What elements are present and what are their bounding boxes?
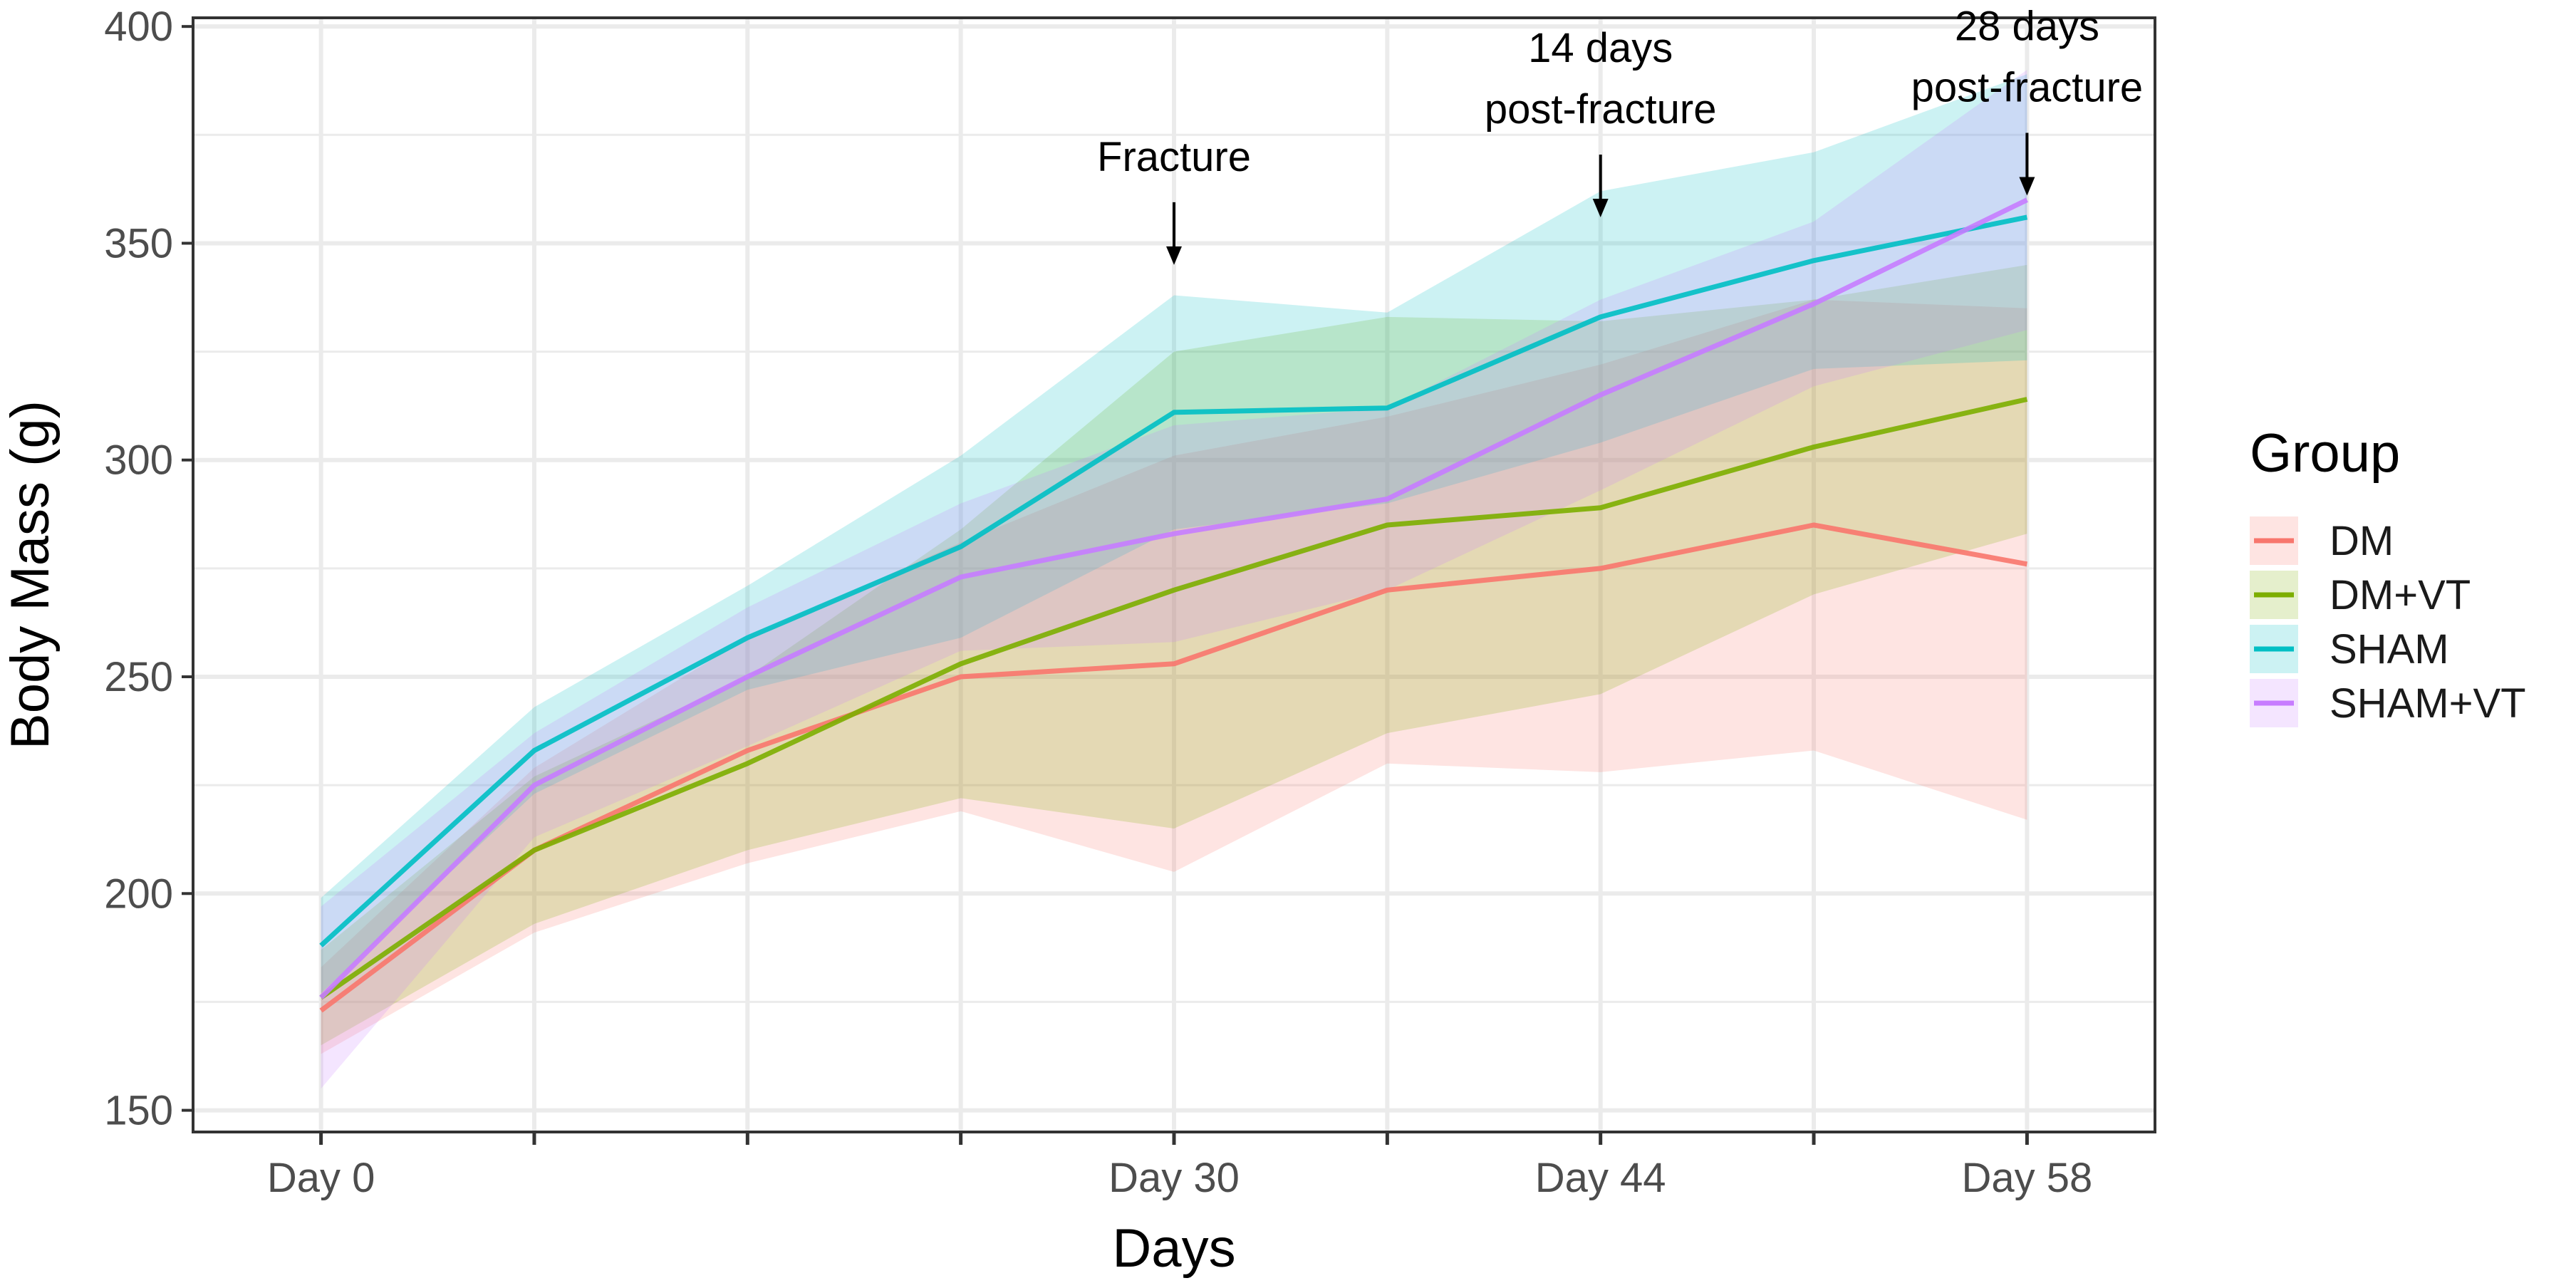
legend-label: SHAM+VT (2330, 680, 2526, 727)
x-tick-label: Day 0 (267, 1155, 375, 1201)
legend-title: Group (2250, 423, 2400, 484)
annotation-arrow-head (1166, 246, 1182, 265)
annotation-arrow-head (2019, 177, 2035, 196)
x-tick-label: Day 58 (1962, 1155, 2093, 1201)
y-tick-label: 150 (104, 1088, 173, 1134)
annotations: Fracture 14 days post-fracture 28 days post-… (1097, 4, 2143, 265)
legend-label: DM (2330, 518, 2394, 564)
line-dm-vt (319, 397, 2028, 1000)
y-tick-label: 300 (104, 437, 173, 484)
annotation-label: post-fracture (1485, 86, 1717, 133)
line-dm (319, 522, 2028, 1013)
annotation-label: post-fracture (1911, 65, 2144, 111)
line-sham-vt (319, 197, 2028, 999)
ribbon-dm-vt (321, 264, 2027, 1046)
x-tick-label: Day 44 (1535, 1155, 1666, 1201)
y-tick-label: 200 (104, 871, 173, 917)
annotation-label: 14 days (1528, 25, 1673, 71)
line-sham (319, 214, 2028, 947)
annotation-label: Fracture (1097, 134, 1251, 180)
legend-label: SHAM (2330, 626, 2449, 672)
ribbon-dm (321, 299, 2027, 1054)
x-tick-label: Day 30 (1108, 1155, 1240, 1201)
x-axis-title: Days (1112, 1218, 1235, 1279)
x-axis: Day 0 Day 30 Day 44 Day 58 (267, 1132, 2092, 1201)
legend-label: DM+VT (2330, 572, 2471, 618)
confidence-ribbons (321, 70, 2027, 1089)
y-tick-label: 250 (104, 654, 173, 700)
annotation-label: 28 days (1955, 4, 2099, 50)
legend: Group DM DM+VT SHAM SHAM+VT (2250, 423, 2526, 727)
y-tick-label: 400 (104, 4, 173, 50)
annotation-arrow-head (1592, 198, 1609, 217)
y-tick-label: 350 (104, 220, 173, 266)
ribbon-sham-vt (321, 70, 2027, 1089)
ribbon-sham (321, 74, 2027, 994)
y-axis-title: Body Mass (g) (0, 400, 61, 749)
series-lines (319, 197, 2028, 1013)
y-axis: 150 200 250 300 350 400 (104, 4, 193, 1134)
